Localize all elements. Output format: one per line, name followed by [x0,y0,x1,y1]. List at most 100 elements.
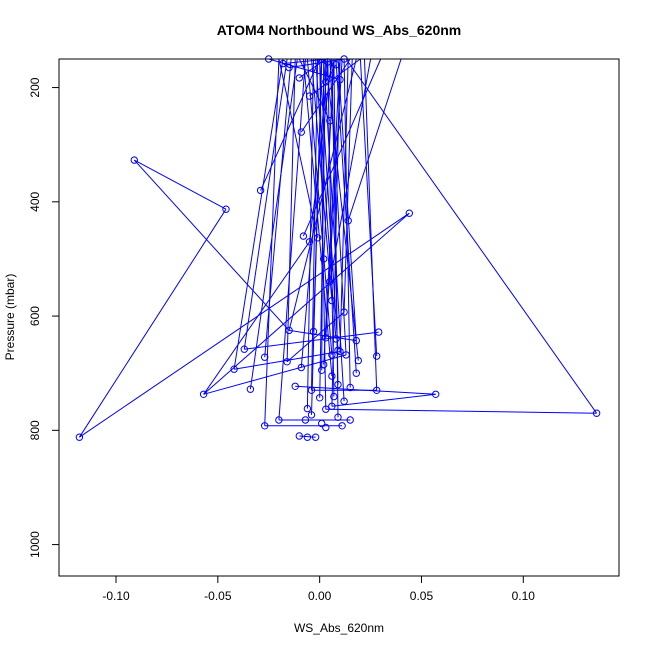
data-point [373,386,381,394]
data-point [332,335,340,343]
series-line-segment [331,393,436,407]
data-point [346,416,354,424]
data-point [246,385,255,393]
data-point [334,346,342,354]
data-point [328,351,336,359]
series-line-segment [347,58,402,221]
data-point [297,128,305,136]
series-line-segment [306,58,333,355]
y-tick-label: 800 [28,420,42,440]
data-point [261,422,269,430]
series-line-segment [286,58,296,362]
series-line-segment [234,351,341,370]
data-point [322,405,330,413]
data-point [305,92,314,100]
data-point [326,278,334,286]
series-line-segment [323,58,345,402]
series-line-segment [343,58,353,313]
y-axis-label: Pressure (mbar) [3,274,17,361]
y-axis: 200 400 600 800 1000 [28,77,59,558]
series-line-segment [233,58,284,370]
plot-frame [58,58,620,577]
chart-title: ATOM4 Northbound WS_Abs_620nm [217,22,462,38]
data-point [307,411,316,419]
data-point [592,409,601,417]
series-line-segment [343,58,351,388]
data-point [307,386,316,394]
y-tick-label: 600 [28,306,42,326]
data-points [75,55,601,441]
data-point [373,352,381,360]
data-point [311,433,320,441]
series-line-segment [335,58,357,374]
y-tick-label: 400 [28,191,42,211]
series-line-segment [289,329,357,342]
series-line-segment [319,58,327,410]
data-lines [78,58,598,438]
data-point [328,372,336,380]
data-point [240,345,249,353]
data-point [326,117,334,125]
series-line-segment [329,58,372,282]
data-point [199,390,208,398]
data-point [297,363,305,372]
data-point [336,75,344,84]
data-point [256,186,265,195]
data-point [340,397,348,405]
data-point [275,416,283,424]
data-point [405,209,413,217]
series-line-segment [79,212,410,438]
data-point [130,156,139,164]
data-point [285,326,293,335]
data-point [305,238,314,246]
data-point [375,328,383,336]
y-tick-label: 1000 [28,531,42,558]
series-line-segment [78,208,227,438]
data-point [303,433,312,441]
x-axis: -0.10 -0.05 0.00 0.05 0.10 [102,576,535,603]
data-point [303,404,312,413]
data-point [322,78,330,86]
data-point [332,60,340,69]
series-line-segment [249,58,298,390]
data-point [230,365,238,373]
series-line-segment [289,58,345,69]
data-point [291,382,299,390]
data-point [318,419,326,428]
x-axis-label: WS_Abs_620nm [294,621,384,635]
data-point [285,63,293,72]
data-point [295,432,303,440]
series-line-segment [134,159,227,210]
series-line-segment [325,58,359,361]
data-point [334,413,342,421]
data-point [309,327,318,336]
data-point [301,416,310,424]
series-line-segment [311,58,319,391]
series-line-segment [264,58,280,426]
data-point [342,351,350,359]
data-point [322,334,330,342]
series-line-segment [203,241,310,395]
series-line-segment [243,58,288,350]
data-point [283,358,291,366]
x-tick-label: 0.00 [308,589,332,603]
data-point [346,383,354,392]
series-line-segment [345,58,598,414]
x-tick-label: -0.10 [102,589,130,603]
data-point [222,205,230,213]
data-point [352,369,360,377]
data-point [313,234,322,242]
data-point [328,402,336,410]
x-tick-label: -0.05 [204,589,232,603]
data-point [320,255,328,263]
series-line-segment [286,311,345,363]
x-tick-label: 0.10 [512,589,536,603]
data-point [328,296,336,305]
data-point [354,356,362,365]
data-point [330,392,338,401]
data-point [336,347,344,356]
data-point [318,366,326,374]
series-line-segment [315,58,337,339]
data-point [75,433,84,441]
series-line-segment [133,159,290,331]
